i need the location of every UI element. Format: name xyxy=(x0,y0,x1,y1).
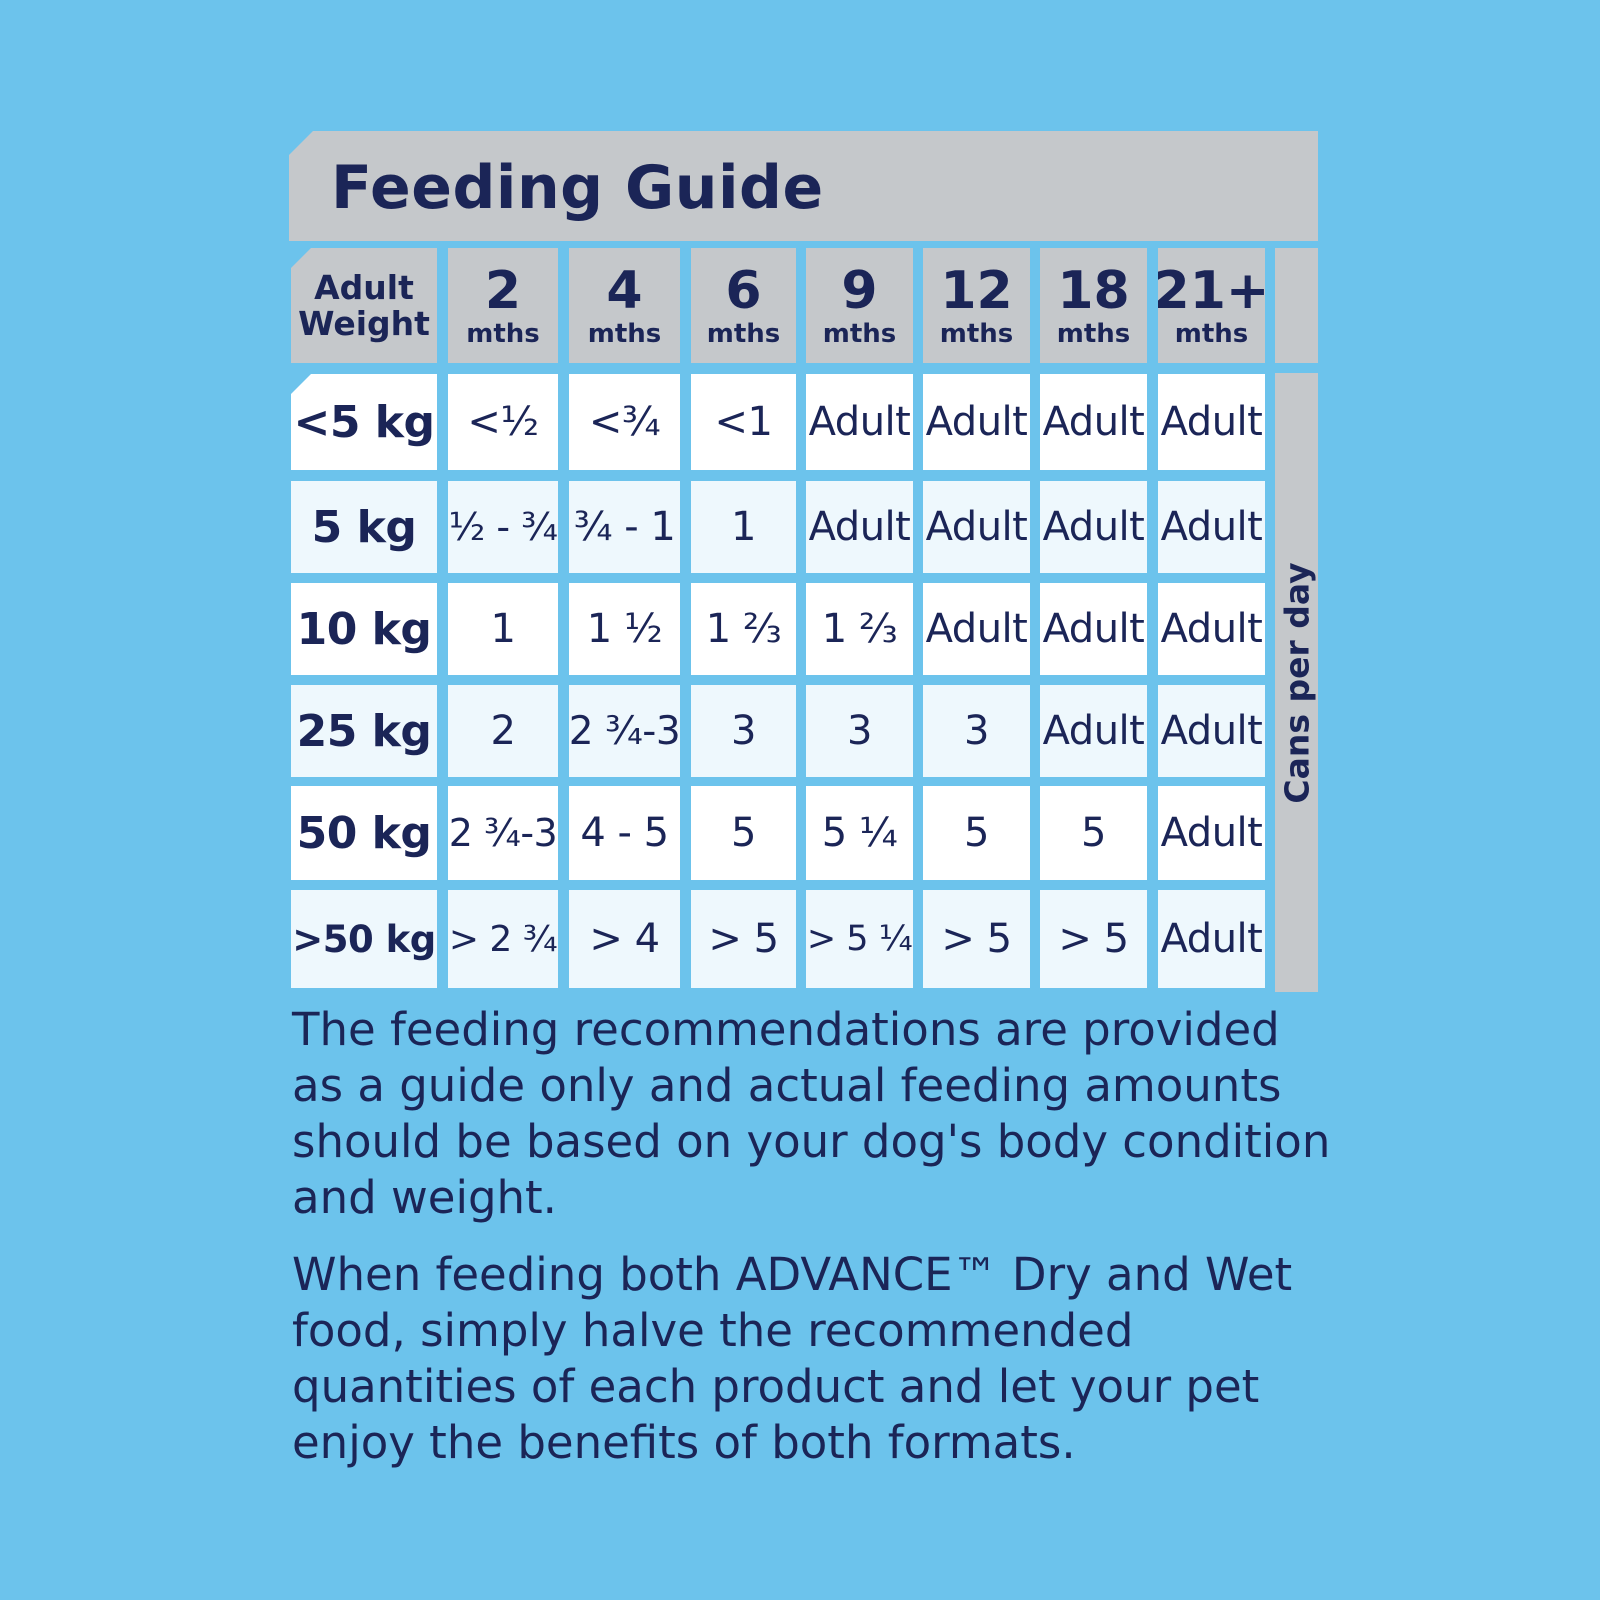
header-age-number: 18 xyxy=(1057,260,1130,321)
header-age-unit: mths xyxy=(706,318,781,349)
header-age-unit: mths xyxy=(822,318,897,349)
cans-per-day-cell: <1 xyxy=(691,374,796,470)
cans-per-day-cell: ¾ - 1 xyxy=(569,481,680,573)
header-age-unit: mths xyxy=(1174,318,1249,349)
weight-label: <5 kg xyxy=(291,374,437,470)
cans-per-day-cell: 5 xyxy=(691,786,796,880)
cans-per-day-cell: 3 xyxy=(806,685,913,777)
cans-per-day-cell: <¾ xyxy=(569,374,680,470)
cans-per-day-cell: Adult xyxy=(1040,481,1147,573)
cans-per-day-cell: 1 ½ xyxy=(569,583,680,675)
cans-per-day-cell: Adult xyxy=(1158,890,1265,988)
header-age-1: 2 mths xyxy=(448,248,558,363)
page-title: Feeding Guide xyxy=(331,153,824,223)
cans-per-day-cell: Adult xyxy=(1040,583,1147,675)
cans-per-day-cell: Adult xyxy=(1158,374,1265,470)
header-age-unit: mths xyxy=(939,318,1014,349)
header-corner-line2: Weight xyxy=(298,303,430,343)
header-age-2: 4 mths xyxy=(569,248,680,363)
weight-label: 5 kg xyxy=(291,481,437,573)
weight-label: 25 kg xyxy=(291,685,437,777)
cans-per-day-cell: Adult xyxy=(1158,481,1265,573)
cans-per-day-label: Cans per day xyxy=(1277,561,1316,804)
cans-per-day-cell: 3 xyxy=(923,685,1030,777)
cans-per-day-cell: Adult xyxy=(806,481,913,573)
feeding-note-1: The feeding recommendations are provided… xyxy=(292,1003,1331,1224)
cans-per-day-cell: Adult xyxy=(1040,374,1147,470)
header-age-7: 21+ mths xyxy=(1158,248,1265,363)
header-age-number: 9 xyxy=(841,260,878,321)
cans-per-day-cell: > 5 xyxy=(1040,890,1147,988)
header-age-number: 4 xyxy=(606,260,643,321)
cans-per-day-cell: 5 xyxy=(1040,786,1147,880)
cans-per-day-cell: Adult xyxy=(923,583,1030,675)
cans-per-day-cell: <½ xyxy=(448,374,558,470)
header-age-number: 2 xyxy=(484,260,522,321)
header-age-number: 21+ xyxy=(1158,260,1265,321)
cans-per-day-cell: 2 ¾-3 xyxy=(448,786,558,880)
header-age-3: 6 mths xyxy=(691,248,796,363)
cans-per-day-cell: Adult xyxy=(806,374,913,470)
cans-per-day-cell: 2 ¾-3 xyxy=(569,685,680,777)
cans-per-day-cell: Adult xyxy=(923,374,1030,470)
cans-per-day-cell: Adult xyxy=(1158,685,1265,777)
cans-per-day-cell: > 5 xyxy=(691,890,796,988)
cans-per-day-cell: Adult xyxy=(1158,583,1265,675)
cans-per-day-cell: 3 xyxy=(691,685,796,777)
cans-per-day-cell: 5 xyxy=(923,786,1030,880)
header-age-6: 18 mths xyxy=(1040,248,1147,363)
cans-per-day-cell: 1 xyxy=(448,583,558,675)
header-age-unit: mths xyxy=(466,318,540,349)
side-header-spacer xyxy=(1275,248,1318,363)
cans-per-day-cell: > 4 xyxy=(569,890,680,988)
header-adult-weight: Adult Weight xyxy=(291,248,437,363)
cans-per-day-cell: Adult xyxy=(1158,786,1265,880)
cans-per-day-cell: > 5 xyxy=(923,890,1030,988)
cans-per-day-cell: 5 ¼ xyxy=(806,786,913,880)
header-age-unit: mths xyxy=(1056,318,1131,349)
cans-per-day-cell: 1 ⅔ xyxy=(806,583,913,675)
cans-per-day-cell: > 2 ¾ xyxy=(448,890,558,988)
cans-per-day-cell: ½ - ¾ xyxy=(448,481,558,573)
header-corner-line1: Adult xyxy=(314,267,414,307)
header-age-number: 12 xyxy=(940,260,1013,321)
header-age-number: 6 xyxy=(725,260,762,321)
weight-label: >50 kg xyxy=(291,890,437,988)
cans-per-day-cell: Adult xyxy=(923,481,1030,573)
cans-per-day-cell: 1 xyxy=(691,481,796,573)
cans-per-day-cell: 2 xyxy=(448,685,558,777)
side-panel: Cans per day xyxy=(1275,373,1318,992)
weight-label: 50 kg xyxy=(291,786,437,880)
feeding-note-2: When feeding both ADVANCE™ Dry and Wet f… xyxy=(292,1248,1293,1469)
cans-per-day-cell: 4 - 5 xyxy=(569,786,680,880)
cans-per-day-cell: 1 ⅔ xyxy=(691,583,796,675)
title-bar: Feeding Guide xyxy=(289,131,1318,241)
cans-per-day-cell: Adult xyxy=(1040,685,1147,777)
header-age-4: 9 mths xyxy=(806,248,913,363)
header-age-unit: mths xyxy=(587,318,662,349)
header-age-5: 12 mths xyxy=(923,248,1030,363)
cans-per-day-cell: > 5 ¼ xyxy=(806,890,913,988)
weight-label: 10 kg xyxy=(291,583,437,675)
